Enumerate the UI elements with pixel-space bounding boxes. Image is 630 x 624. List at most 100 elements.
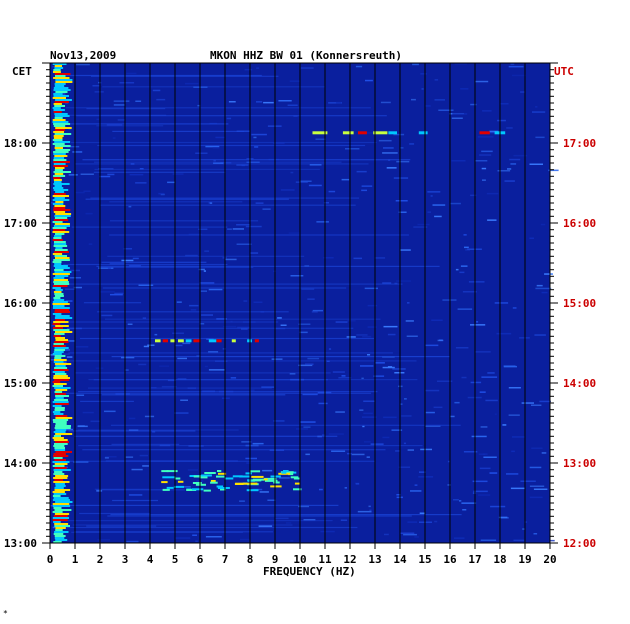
band-segment [54,293,64,295]
band-segment [52,97,66,99]
band-segment [53,473,65,475]
noise-speck [380,101,391,104]
noise-speck [427,191,441,193]
band-segment [53,493,67,495]
cet-tick-labels: 18:00 17:00 16:00 15:00 14:00 13:00 [4,137,37,550]
noise-speck [396,494,401,496]
noise-speck [308,184,322,187]
band-segment [55,233,65,235]
band-segment [52,121,69,123]
noise-speck [536,284,543,287]
noise-speck [112,137,116,139]
noise-speck [126,540,139,543]
noise-speck [98,267,114,269]
noise-speck [190,309,197,311]
noise-speck [508,65,524,68]
noise-speck [346,336,356,338]
noise-speck [383,147,394,149]
noise-speck [119,82,135,84]
band-segment [52,437,64,439]
noise-speck [128,429,139,431]
noise-speck [159,365,170,367]
burst-cell [191,488,204,491]
band-segment [52,303,70,305]
noise-speck [305,453,310,456]
band-segment [52,405,62,407]
noise-streak [63,263,228,266]
band-segment [54,67,64,69]
noise-speck [490,505,506,508]
noise-speck [67,382,71,384]
event-segment [216,339,222,343]
noise-speck [496,332,512,335]
noise-speck [481,150,493,153]
noise-speck [370,443,384,445]
noise-speck [263,101,274,104]
noise-speck [539,400,551,403]
x-tick-label: 15 [418,553,431,566]
noise-speck [290,171,294,174]
band-segment [53,279,68,281]
noise-speck [203,270,206,272]
noise-speck [278,477,290,479]
noise-speck [198,268,205,271]
noise-speck [461,502,477,504]
noise-speck [322,434,326,436]
noise-speck [362,416,377,418]
noise-speck [251,133,267,136]
burst-cell [270,485,282,488]
band-segment [55,213,72,215]
noise-speck [290,540,294,542]
cet-tick-label: 17:00 [4,217,37,230]
noise-speck [407,449,414,451]
noise-streak [105,318,381,320]
noise-speck [328,102,342,104]
noise-speck [363,400,376,402]
band-segment [53,225,70,227]
noise-speck [367,304,378,307]
band-segment [54,463,68,465]
noise-speck [200,290,207,292]
noise-speck [114,292,124,295]
noise-speck [288,232,301,234]
noise-speck [534,334,546,336]
band-segment [52,503,70,505]
noise-speck [476,321,479,323]
noise-speck [172,332,184,334]
noise-speck [455,268,459,271]
band-segment [54,105,65,107]
noise-speck [182,342,191,345]
noise-speck [510,163,517,165]
noise-speck [192,534,197,536]
band-segment [52,411,61,413]
noise-speck [277,317,282,319]
band-segment [55,423,67,425]
noise-speck [395,200,408,202]
band-segment [54,235,62,237]
utc-axis-label: UTC [554,65,574,78]
noise-speck [323,202,329,204]
cet-tick-label: 16:00 [4,297,37,310]
burst-cell [216,475,225,478]
noise-speck [487,372,495,374]
noise-speck [244,68,253,71]
band-segment [52,465,65,467]
noise-speck [430,195,433,197]
noise-speck [76,394,85,396]
noise-speck [252,442,264,445]
band-segment [54,185,62,187]
noise-speck [332,371,345,373]
noise-speck [510,63,515,66]
noise-speck [300,421,316,423]
burst-cell [201,474,212,477]
noise-speck [483,456,497,458]
noise-speck [121,259,134,262]
noise-speck [82,411,94,414]
noise-speck [405,320,414,322]
noise-speck [487,219,497,221]
noise-speck [298,323,311,325]
utc-tick-label: 16:00 [563,217,596,230]
noise-speck [188,233,203,236]
noise-speck [503,365,517,368]
noise-speck [80,173,94,175]
